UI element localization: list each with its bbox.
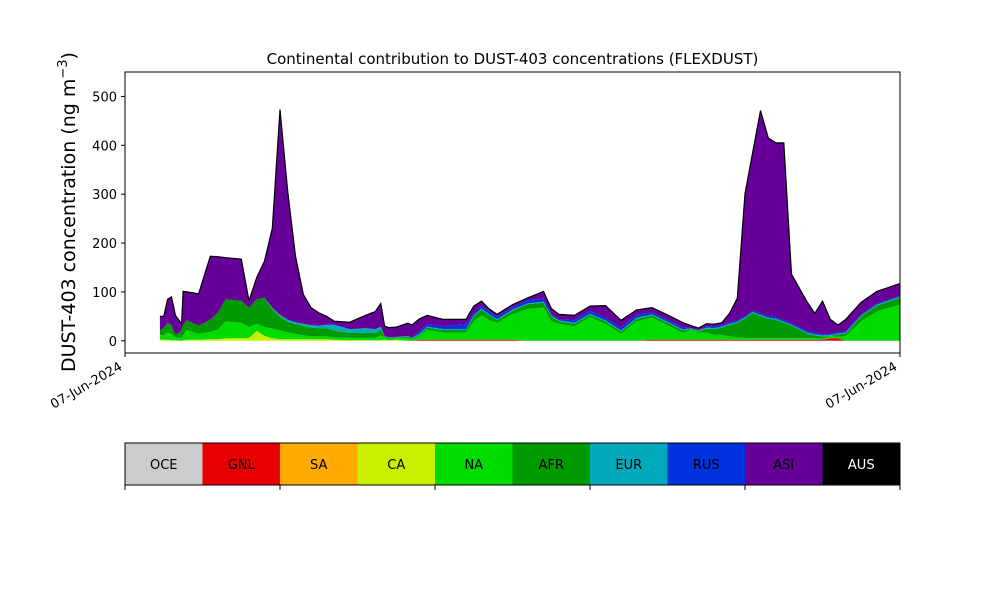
- area-rus: [159, 295, 900, 338]
- x-axis: 07-Jun-2024 07-Jun-2024: [48, 353, 901, 412]
- y-tick-label: 400: [92, 139, 117, 154]
- legend-swatch-gnl: [202, 443, 280, 485]
- legend-label: AUS: [848, 458, 875, 473]
- chart-title: Continental contribution to DUST-403 con…: [267, 50, 759, 68]
- legend-swatch-asi: [745, 443, 823, 485]
- area-ca: [159, 331, 900, 341]
- legend-swatch-eur: [590, 443, 668, 485]
- legend-frame: [124, 442, 901, 486]
- legend-label: GNL: [228, 458, 256, 473]
- legend-label: OCE: [150, 458, 178, 473]
- legend-swatch-na: [435, 443, 513, 485]
- color-legend: OCE GNL SA CA NA AFR EUR RUS ASI AUS: [124, 442, 901, 490]
- y-tick-label: 100: [92, 286, 117, 301]
- y-axis-label: DUST-403 concentration (ng m−3): [56, 52, 80, 372]
- y-tick-label: 500: [92, 90, 117, 105]
- legend-label: SA: [310, 458, 327, 473]
- area-asi: [159, 109, 900, 338]
- legend-label: CA: [387, 458, 405, 473]
- area-eur: [159, 296, 900, 339]
- legend-label: AFR: [539, 458, 564, 473]
- total-outline: [159, 109, 901, 329]
- area-gnl: [159, 338, 900, 341]
- area-na: [159, 304, 900, 341]
- legend-swatch-oce: [125, 443, 203, 485]
- legend-swatch-ca: [357, 443, 435, 485]
- legend-label: NA: [464, 458, 483, 473]
- legend-label: ASI: [773, 458, 794, 473]
- x-tick-label: 07-Jun-2024: [823, 359, 900, 412]
- legend-label: RUS: [693, 458, 720, 473]
- y-tick-label: 200: [92, 237, 117, 252]
- y-tick-label: 300: [92, 188, 117, 203]
- stacked-area-layer: [159, 109, 900, 341]
- y-axis: 0 100 200 300 400 500: [92, 90, 125, 350]
- legend-label: EUR: [615, 458, 642, 473]
- area-afr: [159, 297, 900, 340]
- legend-swatch-aus: [822, 443, 900, 485]
- plot-frame: [124, 71, 901, 354]
- legend-swatch-afr: [512, 443, 590, 485]
- legend-swatch-rus: [667, 443, 745, 485]
- y-tick-label: 0: [109, 335, 117, 350]
- legend-swatch-sa: [280, 443, 358, 485]
